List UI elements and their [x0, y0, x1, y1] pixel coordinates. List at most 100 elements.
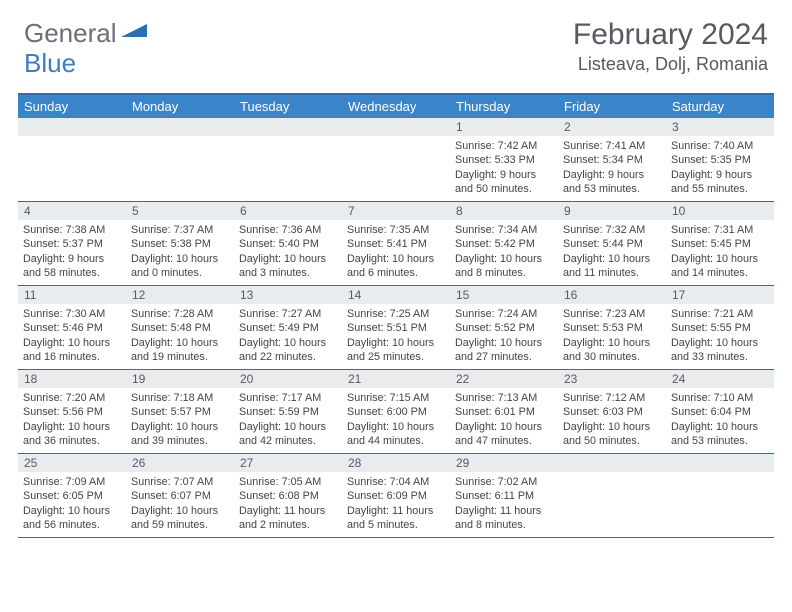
day-body: Sunrise: 7:04 AMSunset: 6:09 PMDaylight:…	[342, 472, 450, 537]
day-body: Sunrise: 7:32 AMSunset: 5:44 PMDaylight:…	[558, 220, 666, 285]
daylight-line: Daylight: 10 hours and 8 minutes.	[455, 252, 553, 281]
day-cell: 1Sunrise: 7:42 AMSunset: 5:33 PMDaylight…	[450, 118, 558, 201]
day-cell: 6Sunrise: 7:36 AMSunset: 5:40 PMDaylight…	[234, 202, 342, 285]
day-number: 3	[666, 118, 774, 136]
day-number	[666, 454, 774, 472]
daylight-line: Daylight: 10 hours and 53 minutes.	[671, 420, 769, 449]
day-cell	[342, 118, 450, 201]
day-body: Sunrise: 7:02 AMSunset: 6:11 PMDaylight:…	[450, 472, 558, 537]
daylight-line: Daylight: 10 hours and 59 minutes.	[131, 504, 229, 533]
logo-text-blue: Blue	[24, 48, 76, 79]
daylight-line: Daylight: 10 hours and 25 minutes.	[347, 336, 445, 365]
week-row: 25Sunrise: 7:09 AMSunset: 6:05 PMDayligh…	[18, 454, 774, 538]
sunrise-line: Sunrise: 7:20 AM	[23, 391, 121, 405]
sunset-line: Sunset: 6:08 PM	[239, 489, 337, 503]
day-cell: 19Sunrise: 7:18 AMSunset: 5:57 PMDayligh…	[126, 370, 234, 453]
day-body: Sunrise: 7:40 AMSunset: 5:35 PMDaylight:…	[666, 136, 774, 201]
day-cell: 9Sunrise: 7:32 AMSunset: 5:44 PMDaylight…	[558, 202, 666, 285]
day-cell: 25Sunrise: 7:09 AMSunset: 6:05 PMDayligh…	[18, 454, 126, 537]
day-number: 23	[558, 370, 666, 388]
day-cell: 26Sunrise: 7:07 AMSunset: 6:07 PMDayligh…	[126, 454, 234, 537]
sunrise-line: Sunrise: 7:18 AM	[131, 391, 229, 405]
sunset-line: Sunset: 6:04 PM	[671, 405, 769, 419]
day-body	[18, 136, 126, 198]
daylight-line: Daylight: 9 hours and 55 minutes.	[671, 168, 769, 197]
sunrise-line: Sunrise: 7:28 AM	[131, 307, 229, 321]
week-row: 11Sunrise: 7:30 AMSunset: 5:46 PMDayligh…	[18, 286, 774, 370]
sunrise-line: Sunrise: 7:17 AM	[239, 391, 337, 405]
day-cell: 20Sunrise: 7:17 AMSunset: 5:59 PMDayligh…	[234, 370, 342, 453]
weekday-tuesday: Tuesday	[234, 95, 342, 118]
sunrise-line: Sunrise: 7:40 AM	[671, 139, 769, 153]
day-body: Sunrise: 7:17 AMSunset: 5:59 PMDaylight:…	[234, 388, 342, 453]
daylight-line: Daylight: 10 hours and 56 minutes.	[23, 504, 121, 533]
logo: General	[24, 18, 149, 49]
day-number: 7	[342, 202, 450, 220]
day-cell: 24Sunrise: 7:10 AMSunset: 6:04 PMDayligh…	[666, 370, 774, 453]
day-cell: 2Sunrise: 7:41 AMSunset: 5:34 PMDaylight…	[558, 118, 666, 201]
sunrise-line: Sunrise: 7:12 AM	[563, 391, 661, 405]
day-number: 10	[666, 202, 774, 220]
week-row: 18Sunrise: 7:20 AMSunset: 5:56 PMDayligh…	[18, 370, 774, 454]
sunrise-line: Sunrise: 7:38 AM	[23, 223, 121, 237]
day-number: 4	[18, 202, 126, 220]
sunset-line: Sunset: 5:49 PM	[239, 321, 337, 335]
sunset-line: Sunset: 5:59 PM	[239, 405, 337, 419]
day-number: 19	[126, 370, 234, 388]
sunrise-line: Sunrise: 7:30 AM	[23, 307, 121, 321]
day-body: Sunrise: 7:37 AMSunset: 5:38 PMDaylight:…	[126, 220, 234, 285]
sunrise-line: Sunrise: 7:25 AM	[347, 307, 445, 321]
sunrise-line: Sunrise: 7:23 AM	[563, 307, 661, 321]
sunset-line: Sunset: 5:53 PM	[563, 321, 661, 335]
day-body: Sunrise: 7:13 AMSunset: 6:01 PMDaylight:…	[450, 388, 558, 453]
day-number: 20	[234, 370, 342, 388]
sunset-line: Sunset: 6:05 PM	[23, 489, 121, 503]
daylight-line: Daylight: 10 hours and 27 minutes.	[455, 336, 553, 365]
sunset-line: Sunset: 6:09 PM	[347, 489, 445, 503]
daylight-line: Daylight: 10 hours and 33 minutes.	[671, 336, 769, 365]
day-number: 2	[558, 118, 666, 136]
day-number: 12	[126, 286, 234, 304]
day-body: Sunrise: 7:07 AMSunset: 6:07 PMDaylight:…	[126, 472, 234, 537]
day-number: 18	[18, 370, 126, 388]
daylight-line: Daylight: 10 hours and 3 minutes.	[239, 252, 337, 281]
day-body	[234, 136, 342, 198]
day-body: Sunrise: 7:34 AMSunset: 5:42 PMDaylight:…	[450, 220, 558, 285]
daylight-line: Daylight: 11 hours and 8 minutes.	[455, 504, 553, 533]
sunrise-line: Sunrise: 7:36 AM	[239, 223, 337, 237]
day-number: 22	[450, 370, 558, 388]
weekday-thursday: Thursday	[450, 95, 558, 118]
daylight-line: Daylight: 10 hours and 14 minutes.	[671, 252, 769, 281]
sunset-line: Sunset: 5:34 PM	[563, 153, 661, 167]
day-cell: 8Sunrise: 7:34 AMSunset: 5:42 PMDaylight…	[450, 202, 558, 285]
weekday-sunday: Sunday	[18, 95, 126, 118]
day-body: Sunrise: 7:09 AMSunset: 6:05 PMDaylight:…	[18, 472, 126, 537]
day-cell: 27Sunrise: 7:05 AMSunset: 6:08 PMDayligh…	[234, 454, 342, 537]
daylight-line: Daylight: 10 hours and 11 minutes.	[563, 252, 661, 281]
day-body	[558, 472, 666, 534]
day-cell: 7Sunrise: 7:35 AMSunset: 5:41 PMDaylight…	[342, 202, 450, 285]
daylight-line: Daylight: 10 hours and 36 minutes.	[23, 420, 121, 449]
day-body: Sunrise: 7:36 AMSunset: 5:40 PMDaylight:…	[234, 220, 342, 285]
daylight-line: Daylight: 10 hours and 47 minutes.	[455, 420, 553, 449]
day-body: Sunrise: 7:25 AMSunset: 5:51 PMDaylight:…	[342, 304, 450, 369]
daylight-line: Daylight: 9 hours and 50 minutes.	[455, 168, 553, 197]
day-cell	[18, 118, 126, 201]
title-block: February 2024 Listeava, Dolj, Romania	[573, 18, 768, 75]
sunrise-line: Sunrise: 7:07 AM	[131, 475, 229, 489]
day-body: Sunrise: 7:10 AMSunset: 6:04 PMDaylight:…	[666, 388, 774, 453]
day-cell: 5Sunrise: 7:37 AMSunset: 5:38 PMDaylight…	[126, 202, 234, 285]
daylight-line: Daylight: 10 hours and 16 minutes.	[23, 336, 121, 365]
weekday-friday: Friday	[558, 95, 666, 118]
sunset-line: Sunset: 6:03 PM	[563, 405, 661, 419]
day-number: 24	[666, 370, 774, 388]
day-number	[234, 118, 342, 136]
day-cell	[234, 118, 342, 201]
sunset-line: Sunset: 5:45 PM	[671, 237, 769, 251]
sunrise-line: Sunrise: 7:09 AM	[23, 475, 121, 489]
sunrise-line: Sunrise: 7:41 AM	[563, 139, 661, 153]
day-number	[18, 118, 126, 136]
weekday-saturday: Saturday	[666, 95, 774, 118]
weekday-monday: Monday	[126, 95, 234, 118]
day-number	[558, 454, 666, 472]
